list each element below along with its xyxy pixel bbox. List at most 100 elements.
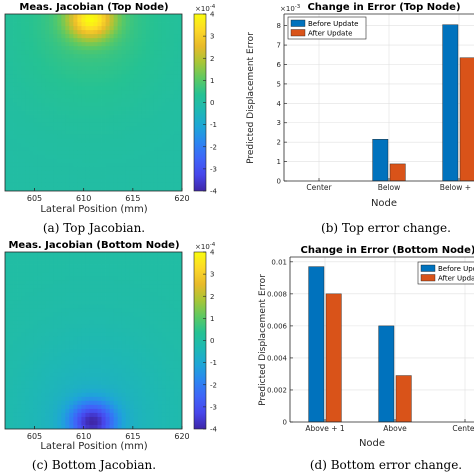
heatmap-cell: [145, 18, 151, 23]
heatmap-cell: [169, 178, 175, 184]
heatmap-cell: [21, 86, 26, 91]
heatmap-cell: [129, 62, 135, 67]
heatmap-cell: [101, 126, 106, 132]
heatmap-cell: [145, 118, 151, 124]
heatmap-cell: [81, 300, 86, 305]
heatmap-cell: [5, 122, 10, 128]
heatmap-cell: [129, 396, 135, 402]
heatmap-cell: [125, 340, 131, 345]
heatmap-cell: [65, 74, 70, 79]
heatmap-cell: [97, 356, 102, 362]
heatmap-cell: [69, 86, 74, 91]
heatmap-cell: [105, 332, 110, 337]
heatmap-cell: [61, 280, 66, 285]
heatmap-cell: [161, 328, 167, 333]
heatmap-cell: [97, 364, 102, 370]
heatmap-cell: [129, 416, 135, 422]
heatmap-cell: [93, 380, 98, 386]
heatmap-cell: [37, 380, 42, 386]
heatmap-cell: [129, 30, 135, 35]
heatmap-cell: [153, 22, 159, 27]
heatmap-cell: [25, 150, 30, 156]
heatmap-cell: [121, 162, 127, 168]
heatmap-cell: [105, 344, 110, 349]
heatmap-cell: [89, 22, 94, 27]
heatmap-cell: [21, 98, 26, 103]
heatmap-cell: [169, 324, 175, 329]
heatmap-cell: [9, 178, 14, 184]
heatmap-cell: [85, 126, 90, 132]
heatmap-cell: [61, 90, 66, 95]
heatmap-cell: [73, 388, 78, 394]
heatmap-cell: [121, 66, 127, 71]
heatmap-cell: [81, 158, 86, 164]
colorbar-tick-label: 4: [210, 11, 215, 19]
heatmap-cell: [129, 408, 135, 414]
heatmap-cell: [29, 170, 34, 176]
heatmap-cell: [81, 284, 86, 289]
heatmap-cell: [169, 126, 175, 132]
heatmap-cell: [17, 110, 22, 115]
heatmap-cell: [65, 388, 70, 394]
heatmap-cell: [109, 134, 115, 140]
heatmap-cell: [57, 264, 62, 269]
heatmap-cell: [109, 110, 115, 115]
heatmap-cell: [141, 308, 147, 313]
heatmap-cell: [89, 86, 94, 91]
heatmap-cell: [73, 126, 78, 132]
heatmap-cell: [29, 272, 34, 277]
heatmap-cell: [157, 368, 163, 374]
heatmap-cell: [13, 320, 18, 325]
heatmap-cell: [141, 320, 147, 325]
heatmap-cell: [17, 356, 22, 362]
heatmap-cell: [125, 420, 131, 426]
heatmap-cell: [141, 174, 147, 180]
heatmap-cell: [161, 14, 167, 19]
heatmap-cell: [57, 170, 62, 176]
heatmap-cell: [157, 400, 163, 406]
heatmap-cell: [17, 150, 22, 156]
heatmap-cell: [161, 340, 167, 345]
heatmap-cell: [165, 106, 171, 111]
heatmap-cell: [117, 264, 123, 269]
heatmap-cell: [37, 62, 42, 67]
heatmap-cell: [129, 114, 135, 119]
y-tick-label: 0: [283, 419, 287, 427]
heatmap-cell: [57, 392, 62, 398]
heatmap-cell: [97, 328, 102, 333]
heatmap-cell: [149, 162, 155, 168]
heatmap-cell: [125, 352, 131, 357]
heatmap-cell: [157, 392, 163, 398]
heatmap-cell: [13, 260, 18, 265]
heatmap-cell: [77, 110, 82, 115]
heatmap-cell: [89, 166, 94, 172]
heatmap-cell: [49, 272, 54, 277]
heatmap-cell: [101, 110, 106, 115]
heatmap-cell: [133, 174, 139, 180]
heatmap-cell: [165, 110, 171, 115]
heatmap-cell: [161, 360, 167, 366]
heatmap-cell: [33, 340, 38, 345]
heatmap-cell: [9, 368, 14, 374]
heatmap-cell: [73, 396, 78, 402]
heatmap-cell: [157, 344, 163, 349]
heatmap-cell: [129, 412, 135, 418]
heatmap-cell: [117, 324, 123, 329]
heatmap-cell: [41, 340, 46, 345]
heatmap-cell: [45, 142, 50, 148]
heatmap-cell: [101, 328, 106, 333]
heatmap-cell: [85, 174, 90, 180]
heatmap-cell: [101, 42, 106, 47]
heatmap-cell: [29, 352, 34, 357]
heatmap-cell: [77, 106, 82, 111]
heatmap-cell: [169, 146, 175, 152]
heatmap-cell: [177, 186, 182, 191]
heatmap-cell: [65, 376, 70, 382]
heatmap-cell: [25, 344, 30, 349]
heatmap-cell: [9, 404, 14, 410]
heatmap-cell: [9, 46, 14, 51]
heatmap-cell: [109, 404, 115, 410]
heatmap-cell: [41, 142, 46, 148]
heatmap-cell: [73, 130, 78, 136]
